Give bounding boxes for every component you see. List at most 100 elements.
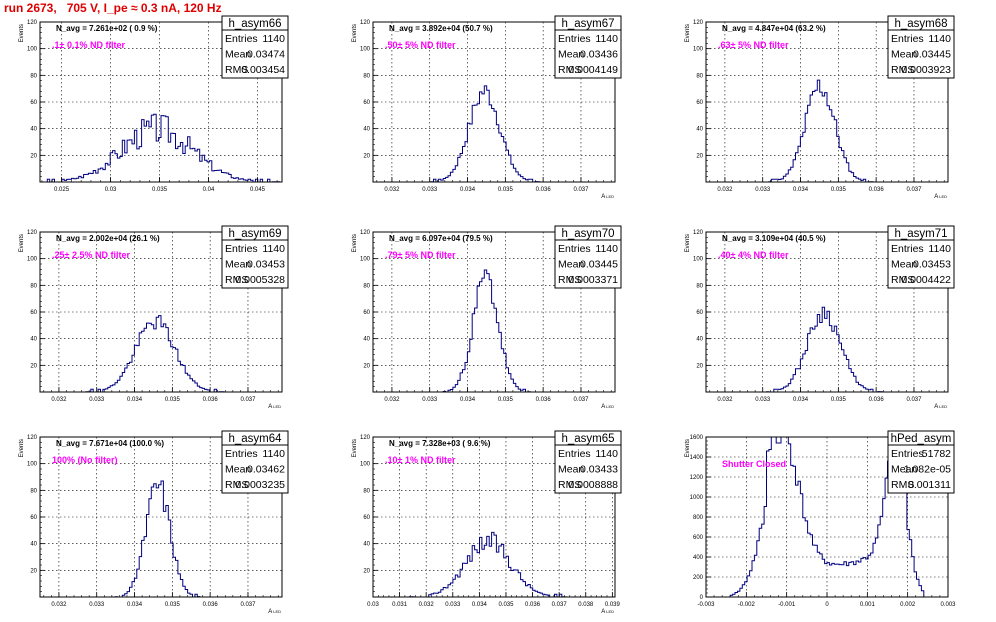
stats-box-frame [887,225,955,289]
x-tick-label: -0.002 [738,602,756,608]
y-tick-label: 1000 [690,495,704,501]
x-tick-label: 0.034 [127,602,143,608]
stats-label: RMS [558,274,581,286]
filter-annotation: .79± 5% ND filter [385,250,456,260]
x-tick-label: 0.035 [831,187,847,193]
y-tick-label: 40 [30,127,37,133]
x-tick-label: 0.034 [472,602,488,608]
stats-value: 0.0004149 [568,64,618,76]
x-tick-label: 0.032 [51,397,67,403]
filter-annotation: 100% (No filter) [52,455,118,465]
x-tick-label: 0.032 [717,397,733,403]
y-tick-label: 1200 [690,475,704,481]
panel-h_asym68: 0.032 0.033 0.034 0.035 0.036 0.037 20 40 60 80 10… [685,15,955,200]
y-tick-label: 60 [363,310,370,316]
stats-value: 1140 [928,33,951,45]
x-tick-label: 0.033 [89,397,105,403]
stats-value: 1140 [595,448,618,460]
stats-label: RMS [225,274,248,286]
histogram-line [373,85,615,183]
y-tick-label: 80 [696,283,703,289]
stats-label: Mean [225,49,251,61]
y-tick-label: 100 [27,47,38,53]
x-tick-label: 0.038 [578,602,594,608]
stats-label: Entries [558,448,591,460]
filter-annotation: .10± 1% ND filter [385,455,456,465]
x-tick-label: 0.033 [445,602,461,608]
stats-label: Entries [225,33,258,45]
stats-value: 1140 [262,33,285,45]
y-tick-label: 100 [360,257,371,263]
y-tick-label: 20 [30,568,37,574]
stats-box-frame [221,225,289,289]
x-tick-label: -0.001 [778,602,796,608]
panel-h_asym66: 0.025 0.03 0.035 0.04 0.045 20 40 60 80 100 120Eve… [19,15,289,193]
stats-label: RMS [225,479,248,491]
y-tick-label: 0 [700,595,704,601]
stats-value: 0.03445 [580,259,618,271]
x-tick-label: 0.032 [717,187,733,193]
y-axis-title: Events [685,24,691,42]
x-tick-label: 0.045 [250,187,266,193]
stats-value: 0.0003235 [235,479,285,491]
y-tick-label: 100 [360,462,371,468]
y-tick-label: 120 [360,20,371,26]
stats-value: 0.0005328 [235,274,285,286]
x-tick-label: 0.036 [203,397,219,403]
x-tick-label: 0.034 [793,187,809,193]
stats-label: Entries [891,243,924,255]
stats-box-title: h_asym71 [894,228,947,240]
x-tick-label: 0.03 [367,602,379,608]
stats-value: 0.03445 [913,49,951,61]
y-tick-label: 1600 [690,435,704,441]
y-axis-title: Events [19,24,25,42]
y-tick-label: 120 [693,20,704,26]
stats-label: Mean [558,259,584,271]
y-tick-label: 100 [27,462,38,468]
x-tick-label: 0.002 [900,602,916,608]
x-axis-title: ALED [601,194,614,200]
x-tick-label: 0.033 [755,397,771,403]
navg-label: N_avg = 3.109e+04 (40.5 %) [722,234,826,243]
x-tick-label: 0.036 [536,187,552,193]
y-tick-label: 100 [693,257,704,263]
stats-box-frame [221,430,289,494]
x-tick-label: 0.032 [419,602,435,608]
stats-value: 1.082e-05 [904,464,951,476]
y-tick-label: 40 [363,337,370,343]
y-tick-label: 40 [696,127,703,133]
x-tick-label: 0.037 [240,397,256,403]
x-tick-label: -0.003 [697,602,715,608]
stats-label: Mean [891,49,917,61]
y-axis-title: Events [19,234,25,252]
y-tick-label: 80 [30,73,37,79]
y-tick-label: 20 [696,363,703,369]
y-tick-label: 120 [693,230,704,236]
y-tick-label: 120 [360,435,371,441]
histogram-line [373,531,615,598]
y-tick-label: 60 [30,100,37,106]
stats-label: RMS [558,479,581,491]
x-tick-label: 0.035 [165,397,181,403]
stats-box-title: h_asym68 [894,18,947,30]
x-tick-label: 0.032 [51,602,67,608]
y-tick-label: 20 [696,153,703,159]
stats-value: 0.03474 [247,49,285,61]
y-tick-label: 60 [30,310,37,316]
stats-value: 0.03462 [247,464,285,476]
filter-annotation: .25± 2.5% ND filter [52,250,130,260]
x-tick-label: 0.04 [203,187,215,193]
x-tick-label: 0.003 [940,602,956,608]
y-tick-label: 120 [27,230,38,236]
stats-value: 0.03453 [247,259,285,271]
x-tick-label: 0.036 [203,602,219,608]
stats-label: RMS [891,64,914,76]
x-tick-label: 0.033 [755,187,771,193]
stats-value: 0.001311 [908,479,951,491]
y-tick-label: 1400 [690,455,704,461]
stats-value: 1140 [262,448,285,460]
x-axis-title: ALED [268,404,281,410]
